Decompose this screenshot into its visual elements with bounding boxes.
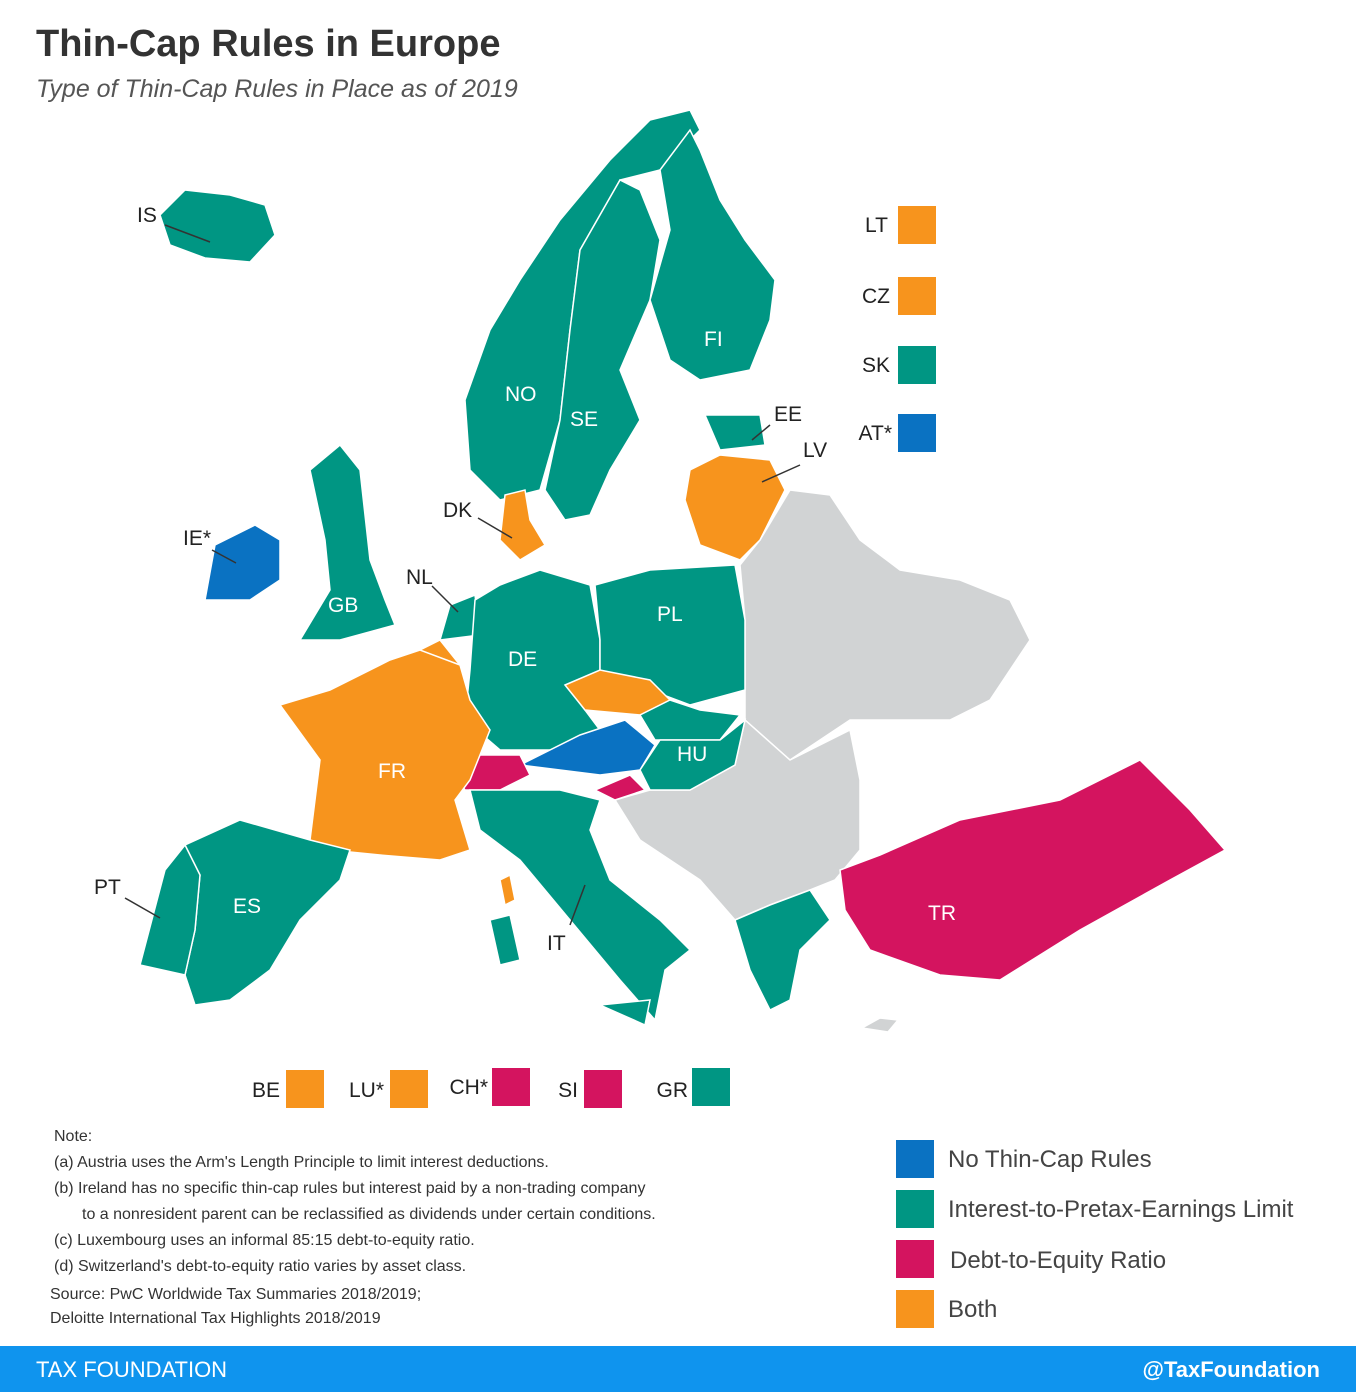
country-shape	[703, 414, 766, 451]
country-label: EE	[774, 403, 802, 426]
country-shape	[544, 179, 661, 521]
callout-label: CZ	[862, 285, 890, 308]
subtitle: Type of Thin-Cap Rules in Place as of 20…	[36, 75, 518, 103]
country-label: NL	[406, 566, 433, 589]
legend-swatch	[896, 1140, 934, 1178]
legend-swatch	[896, 1240, 934, 1278]
callout-label: GR	[657, 1079, 689, 1102]
small-country-keys: LT CZ SK AT* BE LU* CH* SI GR	[252, 206, 936, 1108]
note-item: (b) Ireland has no specific thin-cap rul…	[54, 1180, 645, 1197]
legend-swatch	[896, 1190, 934, 1228]
leader-line	[761, 464, 801, 483]
callout-swatch	[898, 206, 936, 244]
country-label: HU	[677, 743, 707, 766]
callout-label: LT	[865, 214, 888, 237]
callout-swatch	[898, 346, 936, 384]
country-shape	[734, 889, 831, 1012]
country-shape	[278, 649, 491, 861]
country-shape	[298, 443, 397, 641]
country-label: ES	[233, 895, 261, 918]
country-shape	[638, 699, 742, 741]
country-shape	[204, 524, 281, 601]
country-shape	[499, 489, 547, 561]
callout-label: SI	[558, 1079, 578, 1102]
callout-swatch	[692, 1068, 730, 1106]
note-heading: Note:	[54, 1128, 92, 1145]
footer-handle: @TaxFoundation	[1143, 1357, 1320, 1382]
title: Thin-Cap Rules in Europe	[36, 23, 500, 65]
callout-label: CH*	[449, 1076, 488, 1099]
legend-label: No Thin-Cap Rules	[948, 1146, 1152, 1173]
callout-swatch	[584, 1070, 622, 1108]
source: Deloitte International Tax Highlights 20…	[50, 1310, 381, 1327]
country-shape	[684, 454, 786, 561]
legend-label: Both	[948, 1296, 997, 1323]
leader-line	[569, 884, 586, 926]
country-label: FR	[378, 760, 406, 783]
callout-label: LU*	[349, 1079, 384, 1102]
country-shape	[159, 189, 276, 263]
country-shape	[438, 593, 481, 641]
country-label: PL	[657, 603, 683, 626]
footer-bar	[0, 1346, 1356, 1392]
note-item: (a) Austria uses the Arm's Length Princi…	[54, 1154, 549, 1171]
callout-label: AT*	[859, 422, 892, 445]
callout-swatch	[898, 277, 936, 315]
country-shape	[839, 759, 1227, 981]
note-item: (c) Luxembourg uses an informal 85:15 de…	[54, 1232, 475, 1249]
country-label: PT	[94, 876, 121, 899]
country-label: DE	[508, 648, 537, 671]
legend-swatch	[896, 1290, 934, 1328]
map: IS NO SE FI EE LV DK IE* GB NL DE PL FR …	[94, 109, 1227, 1033]
leader-line	[164, 224, 211, 243]
leader-line	[211, 549, 237, 564]
legend-label: Debt-to-Equity Ratio	[950, 1247, 1166, 1274]
note-item: (d) Switzerland's debt-to-equity ratio v…	[54, 1258, 466, 1275]
country-shape	[639, 718, 747, 791]
callout-label: SK	[862, 354, 890, 377]
country-label: TR	[928, 902, 956, 925]
country-shape	[469, 789, 692, 1022]
region-east	[739, 489, 1031, 761]
country-label: SE	[570, 408, 598, 431]
country-label: GB	[328, 594, 358, 617]
country-label: LV	[803, 439, 827, 462]
source: Source: PwC Worldwide Tax Summaries 2018…	[50, 1286, 421, 1303]
country-shape	[139, 843, 201, 976]
leader-line	[124, 897, 161, 919]
callout-swatch	[286, 1070, 324, 1108]
region-cyprus	[859, 1017, 900, 1033]
country-shape	[593, 774, 647, 801]
country-label: IE*	[183, 527, 211, 550]
leader-line	[431, 585, 459, 613]
callout-swatch	[898, 414, 936, 452]
country-shape	[597, 999, 651, 1027]
leader-line	[751, 424, 771, 441]
footer-brand: TAX FOUNDATION	[36, 1357, 227, 1382]
callout-swatch	[492, 1068, 530, 1106]
country-shape	[489, 914, 521, 966]
country-shape	[594, 564, 746, 706]
country-label: FI	[704, 328, 723, 351]
callout-swatch	[390, 1070, 428, 1108]
country-shape	[649, 128, 776, 381]
leader-line	[477, 517, 513, 539]
country-label: DK	[443, 499, 472, 522]
country-label: IT	[547, 932, 566, 955]
note-item: to a nonresident parent can be reclassif…	[82, 1206, 656, 1223]
country-label: NO	[505, 383, 537, 406]
country-shape	[499, 873, 516, 907]
legend: No Thin-Cap Rules Interest-to-Pretax-Ear…	[896, 1140, 1294, 1328]
country-label: IS	[137, 204, 157, 227]
callout-label: BE	[252, 1079, 280, 1102]
notes: Note: (a) Austria uses the Arm's Length …	[50, 1128, 656, 1327]
legend-label: Interest-to-Pretax-Earnings Limit	[948, 1196, 1294, 1223]
